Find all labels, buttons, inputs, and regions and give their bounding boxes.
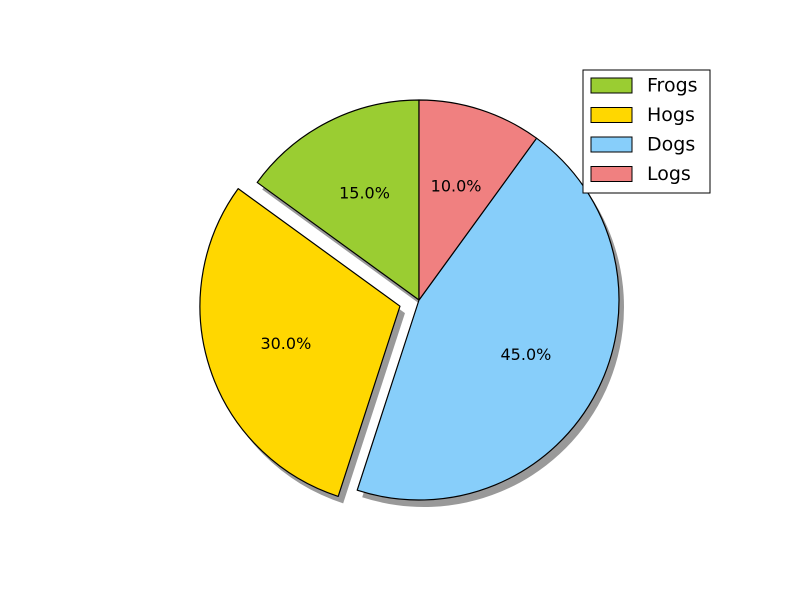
legend-swatch-dogs [590, 136, 633, 153]
slice-layer [199, 99, 620, 501]
percent-label-frogs: 15.0% [339, 184, 390, 203]
slice-hogs [199, 188, 401, 497]
percent-label-hogs: 30.0% [260, 334, 311, 353]
legend-label-dogs: Dogs [647, 134, 695, 156]
slice-frogs [256, 99, 420, 301]
legend-label-hogs: Hogs [647, 104, 695, 126]
legend-label-logs: Logs [647, 163, 691, 185]
legend: Frogs Hogs Dogs Logs [582, 69, 711, 194]
slice-dogs [356, 137, 620, 501]
legend-swatch-hogs [590, 107, 633, 123]
percent-label-logs: 10.0% [431, 176, 482, 195]
slice-logs [418, 99, 538, 301]
legend-label-frogs: Frogs [647, 75, 698, 97]
legend-swatch-logs [590, 166, 633, 182]
legend-swatch-frogs [590, 77, 633, 94]
percent-label-dogs: 45.0% [501, 345, 552, 364]
label-layer: 15.0% 30.0% 45.0% 10.0% [260, 176, 551, 364]
